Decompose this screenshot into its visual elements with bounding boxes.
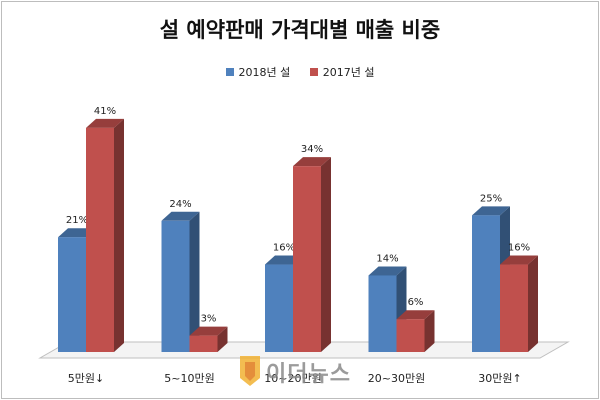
bar-top-0-1: [161, 211, 200, 221]
category-label-3: 20~30만원: [368, 372, 425, 385]
bar-side-0-1: [189, 211, 200, 352]
legend-item-2017: 2017년 설: [309, 64, 375, 80]
data-label-2018-0: 21%: [66, 215, 88, 226]
data-label-2018-3: 14%: [376, 253, 398, 264]
bar-top-1-1: [189, 326, 228, 336]
category-label-4: 30만원↑: [478, 372, 521, 385]
category-label-0: 5만원↓: [68, 372, 104, 385]
bar-top-1-4: [500, 255, 538, 265]
bar-top-1-2: [293, 157, 331, 167]
bar-2018-4: [472, 215, 500, 352]
category-label-1: 5~10만원: [164, 372, 214, 385]
legend-label-2017: 2017년 설: [322, 66, 375, 79]
data-label-2018-2: 16%: [273, 243, 295, 254]
bar-side-1-2: [321, 157, 331, 352]
chart-title: 설 예약판매 가격대별 매출 비중: [159, 18, 441, 42]
bar-2017-3: [396, 319, 425, 352]
bar-2018-2: [265, 264, 293, 352]
data-label-2018-4: 25%: [480, 193, 502, 204]
bar-side-1-1: [217, 326, 228, 352]
data-label-2017-0: 41%: [94, 106, 116, 117]
data-label-2017-3: 6%: [408, 297, 424, 308]
data-label-2018-1: 24%: [169, 199, 191, 210]
bar-2017-1: [189, 335, 218, 352]
data-label-2017-1: 3%: [201, 314, 217, 325]
bar-top-1-0: [86, 118, 124, 128]
bar-2017-0: [86, 127, 114, 352]
legend-label-2018: 2018년 설: [238, 66, 291, 79]
bar-2018-3: [368, 275, 397, 352]
bar-top-0-4: [472, 206, 510, 216]
bar-2017-2: [293, 166, 321, 352]
bar-2018-0: [58, 237, 86, 352]
category-label-2: 10~20만원: [264, 372, 321, 385]
legend: 2018년 설 2017년 설: [0, 64, 600, 80]
bar-top-1-3: [396, 310, 435, 320]
legend-item-2018: 2018년 설: [225, 64, 291, 80]
data-label-2017-2: 34%: [301, 144, 323, 155]
legend-swatch-2018: [225, 68, 234, 76]
bar-2017-4: [500, 264, 528, 352]
watermark-logo-icon: [240, 356, 260, 386]
bar-side-1-3: [424, 310, 435, 352]
bar-side-1-0: [114, 118, 124, 352]
data-label-2017-4: 16%: [508, 243, 530, 254]
bar-side-1-4: [528, 255, 538, 352]
bar-2018-1: [161, 220, 190, 352]
bar-top-0-3: [368, 266, 407, 276]
watermark-text: 이더뉴스: [266, 362, 351, 387]
legend-swatch-2017: [309, 68, 318, 76]
